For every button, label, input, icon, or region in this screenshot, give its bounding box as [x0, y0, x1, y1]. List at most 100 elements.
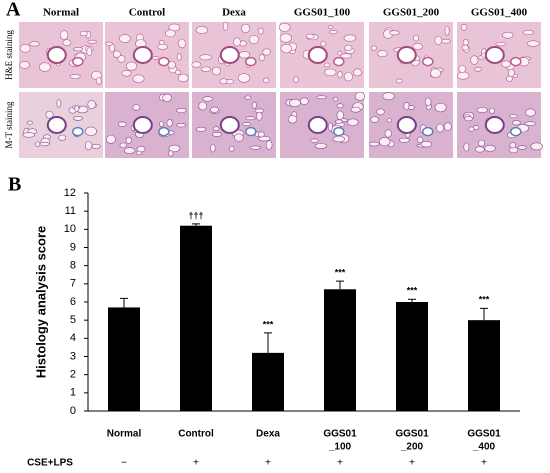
tissue [199, 54, 212, 61]
column-header: Normal [43, 7, 79, 19]
panel-label: A [6, 0, 21, 21]
histology-image [369, 22, 453, 88]
tissue [113, 50, 121, 58]
treatment-sign: − [121, 458, 127, 469]
bar [252, 352, 284, 411]
tissue [106, 134, 116, 144]
histology-image [280, 91, 366, 158]
tissue [177, 73, 189, 83]
tissue [29, 41, 40, 47]
tissue [175, 69, 182, 75]
bar [396, 302, 428, 411]
x-tick-label: _200 [400, 442, 424, 453]
tissue [58, 134, 67, 141]
tissue [443, 122, 452, 131]
tissue [328, 122, 333, 132]
y-tick-label: 2 [70, 369, 76, 381]
x-tick-label: Control [178, 429, 214, 440]
tissue [265, 140, 273, 150]
tissue [412, 43, 423, 50]
tissue [310, 138, 319, 143]
tissue [468, 126, 475, 132]
histology-image [105, 22, 189, 88]
vessel [245, 126, 257, 137]
tissue [198, 101, 208, 111]
tissue [306, 33, 315, 39]
tissue [489, 107, 495, 114]
tissue [320, 41, 327, 47]
tissue [241, 23, 250, 34]
tissue [477, 139, 485, 147]
tissue [62, 39, 72, 47]
tissue [87, 99, 96, 110]
significance: *** [263, 319, 274, 329]
treatment-label: CSE+LPS [27, 458, 73, 469]
tissue [413, 34, 420, 42]
error-bar [408, 298, 416, 302]
tissue [222, 21, 229, 31]
tissue [258, 54, 265, 61]
tissue [56, 99, 62, 108]
tissue [177, 38, 187, 49]
tissue [343, 71, 353, 82]
tissue [86, 47, 93, 56]
error-bar [192, 223, 200, 226]
tissue [258, 27, 264, 35]
tissue [39, 141, 50, 147]
y-tick-label: 3 [70, 350, 76, 362]
tissue [344, 44, 353, 51]
tissue [168, 150, 174, 157]
tissue [195, 26, 209, 35]
tissue [202, 96, 213, 102]
significance: *** [407, 286, 418, 296]
tissue [228, 145, 235, 152]
tissue [470, 55, 479, 65]
tissue [59, 30, 69, 40]
x-tick-label: Dexa [256, 429, 280, 440]
tissue [84, 140, 93, 151]
tissue [509, 142, 516, 149]
histology-image [457, 92, 543, 158]
y-tick-label: 0 [70, 405, 76, 417]
airway [396, 116, 417, 134]
airway [307, 116, 328, 134]
tissue [249, 145, 262, 150]
tissue [436, 123, 444, 133]
tissue [119, 34, 131, 43]
tissue [347, 118, 359, 126]
tissue [353, 68, 362, 77]
tissue [119, 142, 127, 148]
tissue [398, 137, 410, 143]
tissue [464, 116, 473, 122]
tissue [530, 142, 543, 151]
tissue [251, 101, 257, 109]
tissue [136, 145, 146, 153]
tissue [211, 66, 221, 76]
error-bar [336, 280, 344, 290]
tissue [377, 50, 388, 58]
tissue [26, 120, 33, 125]
tissue [288, 115, 298, 124]
tissue [19, 61, 30, 69]
tissue [237, 73, 251, 83]
tissue [460, 23, 468, 31]
tissue [484, 145, 496, 152]
tissue [463, 142, 470, 152]
vessel [422, 126, 434, 137]
error-bar [264, 332, 272, 353]
tissue [517, 145, 527, 150]
vessel [158, 126, 170, 137]
histology-image [192, 92, 276, 158]
tissue [386, 118, 393, 123]
tissue [457, 71, 470, 80]
column-header: Control [129, 7, 165, 19]
tissue [378, 137, 391, 147]
tissue [164, 29, 176, 38]
significance: ††† [188, 210, 203, 220]
vessel [333, 126, 345, 137]
tissue [176, 123, 187, 128]
tissue [434, 102, 447, 113]
tissue [512, 120, 521, 126]
airway [132, 46, 153, 64]
